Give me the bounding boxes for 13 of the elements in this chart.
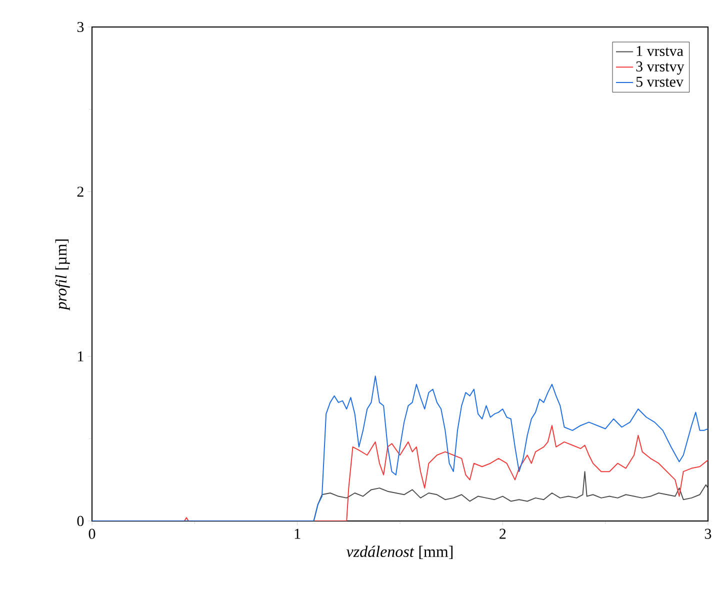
x-tick-label: 3 bbox=[704, 528, 712, 539]
x-tick-label: 2 bbox=[500, 528, 506, 539]
y-axis-title: profil [µm] bbox=[55, 240, 70, 311]
y-tick-label: 0 bbox=[77, 516, 84, 526]
x-tick-label: 1 bbox=[294, 528, 300, 539]
legend-label: 3 vrstvy bbox=[636, 61, 684, 75]
y-tick-label: 3 bbox=[77, 22, 84, 32]
x-tick-label: 0 bbox=[88, 528, 96, 539]
y-tick-label: 1 bbox=[78, 351, 84, 362]
x-axis-title: vzdálenost [mm] bbox=[346, 546, 453, 560]
legend-label: 1 vrstva bbox=[636, 46, 684, 56]
legend-label: 5 vrstev bbox=[636, 76, 684, 87]
y-tick-label: 2 bbox=[77, 186, 84, 197]
